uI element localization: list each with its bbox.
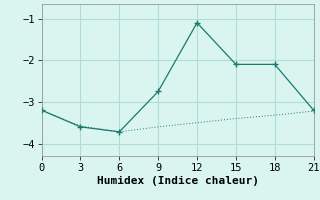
X-axis label: Humidex (Indice chaleur): Humidex (Indice chaleur) xyxy=(97,176,259,186)
